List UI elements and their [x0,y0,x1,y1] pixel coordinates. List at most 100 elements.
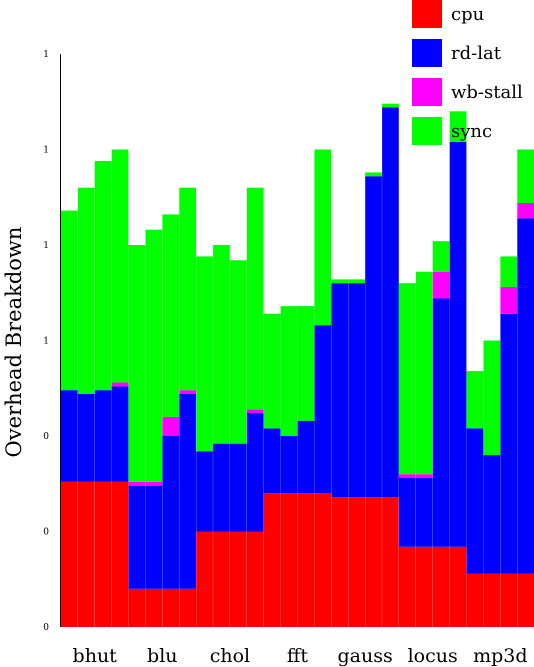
bar-segment-sync [517,149,534,203]
legend-swatch-cpu [412,0,442,28]
bar-segment-rd-lat [382,107,399,498]
x-group-label: bhut [73,645,118,667]
x-group-label: blu [147,645,177,667]
x-group-label: fft [287,645,308,667]
bar-segment-cpu [196,531,213,627]
bar-segment-rd-lat [483,455,501,574]
bar-segment-sync [314,149,332,326]
bar-segment-cpu [77,481,95,627]
group-labels: bhut blu chol fft gauss locus mp3d [73,645,528,667]
bar-segment-cpu [61,481,78,627]
bar-segment-sync [196,256,213,452]
bar-segment-cpu [280,493,298,627]
bar-segment-cpu [466,573,484,627]
y-tick-label: 0 [43,623,49,633]
bar-segment-cpu [348,497,365,627]
bar-segment-cpu [500,573,518,627]
bar-segment-cpu [111,481,129,627]
bar-segment-rd-lat [145,485,163,589]
bar-segment-wb-stall [415,474,433,479]
bar-segment-sync [128,245,146,482]
x-group-label: gauss [337,645,392,667]
bar-segment-rd-lat [128,485,146,589]
bar-segment-rd-lat [466,428,484,574]
bars [61,103,534,627]
y-tick-label: 1 [43,146,49,156]
y-tick-label: 1 [43,337,49,347]
bar-segment-sync [145,229,163,482]
bar-segment-cpu [449,546,467,627]
bar-segment-cpu [517,573,534,627]
bar-segment-rd-lat [230,443,247,532]
bar-segment-rd-lat [348,283,365,498]
bar-segment-sync [94,160,112,391]
bar-segment-sync [280,306,298,436]
bar-segment-rd-lat [415,478,433,547]
bar-segment-sync [382,103,399,108]
bar-segment-sync [500,256,518,288]
bar-segment-sync [61,210,78,391]
legend-swatch-sync [412,117,442,145]
bar-segment-cpu [365,497,382,627]
bar-segment-wb-stall [399,474,416,479]
bar-segment-cpu [246,531,264,627]
bar-segment-cpu [314,493,332,627]
bar-segment-cpu [483,573,501,627]
bar-segment-sync [246,187,264,410]
bar-segment-rd-lat [432,298,450,547]
bar-segment-sync [365,172,382,177]
bar-segment-cpu [179,588,196,627]
bar-segment-rd-lat [297,420,315,494]
bar-segment-wb-stall [145,481,163,486]
x-group-label: mp3d [473,645,527,667]
y-axis-label: Overhead Breakdown [2,227,26,458]
bar-segment-wb-stall [432,271,450,299]
legend-label-sync: sync [451,121,492,142]
bar-segment-sync [432,241,450,272]
bar-segment-cpu [297,493,315,627]
legend-swatch-wb-stall [412,78,442,106]
bar-segment-rd-lat [77,393,95,482]
legend-label-wb-stall: wb-stall [451,82,523,103]
bar-segment-cpu [162,588,180,627]
bar-segment-sync [77,187,95,394]
bar-segment-sync [111,149,129,383]
bar-segment-cpu [213,531,230,627]
bar-segment-rd-lat [162,436,180,589]
bar-segment-sync [263,313,281,429]
legend-label-rd-lat: rd-lat [451,43,502,64]
bar-segment-rd-lat [449,141,467,547]
bar-segment-sync [162,214,180,417]
bar-segment-sync [483,340,501,456]
y-tick-label: 1 [43,241,49,251]
bar-segment-cpu [382,497,399,627]
bar-segment-rd-lat [365,176,382,498]
bar-segment-rd-lat [399,478,416,547]
bar-segment-rd-lat [331,283,349,498]
y-tick-labels: 0 0 0 1 1 1 1 [43,50,49,633]
y-tick-label: 1 [43,50,49,60]
bar-segment-rd-lat [213,443,230,532]
x-group-label: locus [408,645,458,667]
bar-segment-wb-stall [517,202,534,219]
bar-segment-wb-stall [179,390,196,394]
bar-segment-sync [449,111,467,142]
legend-label-cpu: cpu [451,4,484,25]
bar-segment-cpu [94,481,112,627]
bar-segment-cpu [399,546,416,627]
bar-segment-rd-lat [314,325,332,494]
bar-segment-rd-lat [246,413,264,532]
x-group-label: chol [210,645,250,667]
bar-segment-cpu [145,588,163,627]
bar-segment-rd-lat [61,390,78,482]
bar-segment-sync [399,283,416,475]
bar-segment-rd-lat [517,218,534,574]
bar-segment-sync [466,371,484,429]
bar-segment-cpu [415,546,433,627]
legend: cpu rd-lat wb-stall sync [412,0,523,145]
bar-segment-cpu [263,493,281,627]
bar-segment-sync [179,187,196,391]
bar-segment-rd-lat [94,390,112,482]
bar-segment-rd-lat [196,451,213,532]
